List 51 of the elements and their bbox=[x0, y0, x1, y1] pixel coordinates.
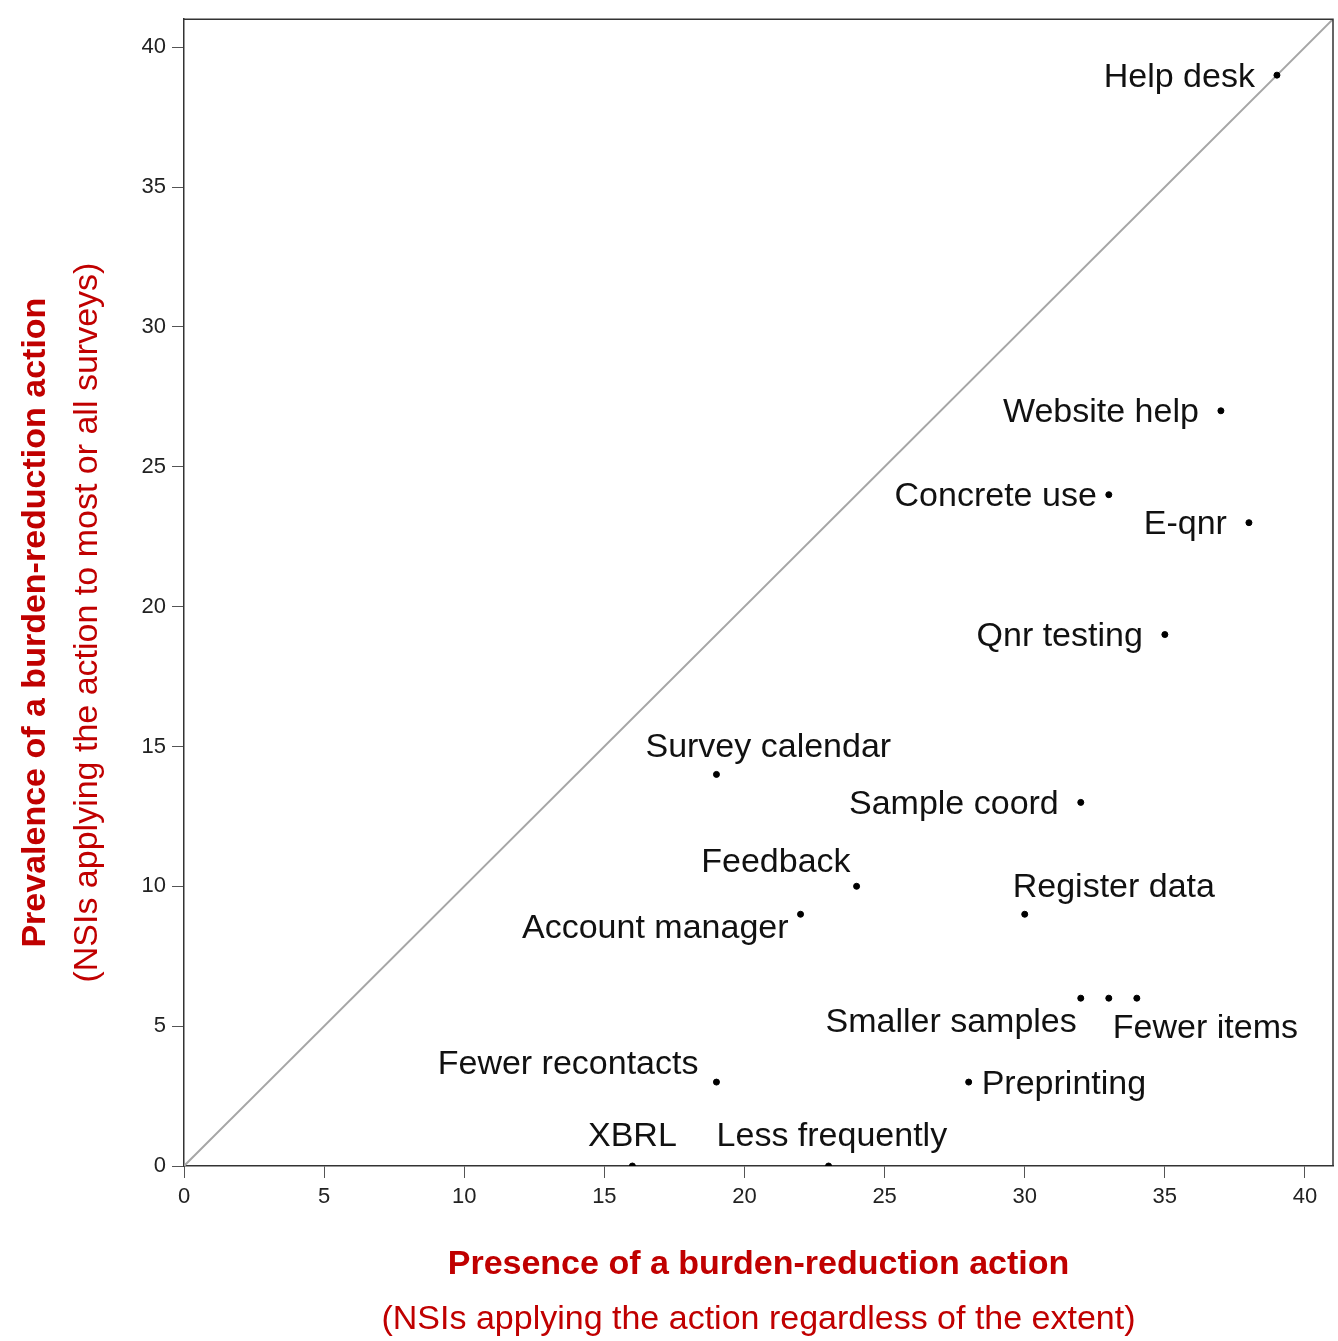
x-tick-label: 0 bbox=[177, 1183, 191, 1209]
point bbox=[712, 770, 720, 778]
annotation: Qnr testing bbox=[976, 614, 1143, 653]
x-axis-title: Presence of a burden-reduction action (NSIs applying the action regardless of the extent) bbox=[381, 1243, 1136, 1337]
annotation: Concrete use bbox=[894, 475, 1097, 514]
annotation: Account manager bbox=[522, 906, 789, 945]
y-tick-label: 35 bbox=[141, 173, 166, 199]
annotation: Website help bbox=[1002, 391, 1199, 430]
y-tick-label: 5 bbox=[153, 1012, 166, 1038]
x-tick-label: 10 bbox=[452, 1183, 477, 1209]
y-tick-label: 20 bbox=[141, 592, 166, 618]
annotation: Sample coord bbox=[849, 782, 1059, 821]
annotation: XBRL bbox=[587, 1115, 677, 1154]
y-tick-label: 30 bbox=[141, 312, 166, 338]
point bbox=[1105, 491, 1113, 499]
annotation: Less frequently bbox=[716, 1115, 948, 1154]
point bbox=[712, 1078, 720, 1086]
x-tick-label: 15 bbox=[592, 1183, 617, 1209]
annotation: Smaller samples bbox=[825, 1000, 1077, 1039]
x-tick-label: 5 bbox=[318, 1183, 331, 1209]
point bbox=[1105, 994, 1113, 1002]
point bbox=[1077, 994, 1085, 1002]
x-tick-label: 30 bbox=[1012, 1183, 1037, 1209]
y-tick-label: 25 bbox=[141, 452, 166, 478]
x-tick-label: 35 bbox=[1152, 1183, 1178, 1209]
y-axis-title: Prevalence of a burden-reduction action (NSIs applying the action to most or all surveys) bbox=[14, 262, 105, 983]
annotation: E-qnr bbox=[1143, 503, 1227, 542]
point bbox=[1217, 407, 1225, 415]
x-tick-label: 25 bbox=[872, 1183, 897, 1209]
point bbox=[965, 1078, 973, 1086]
annotation: Survey calendar bbox=[645, 725, 892, 764]
point bbox=[1077, 798, 1085, 806]
x-tick-label: 20 bbox=[732, 1183, 757, 1209]
y-tick-label: 15 bbox=[141, 732, 166, 758]
point bbox=[1021, 910, 1029, 918]
annotation: Fewer items bbox=[1112, 1006, 1298, 1045]
y-tick-label: 0 bbox=[153, 1152, 166, 1178]
y-tick-label: 40 bbox=[141, 33, 166, 59]
annotation: Feedback bbox=[701, 840, 852, 879]
point bbox=[853, 882, 861, 890]
annotation: Fewer recontacts bbox=[437, 1043, 699, 1082]
point bbox=[1245, 519, 1253, 527]
point bbox=[1161, 631, 1169, 639]
y-tick-label: 10 bbox=[141, 872, 166, 898]
point bbox=[1273, 71, 1281, 79]
annotation: Register data bbox=[1012, 865, 1216, 904]
annotation: Preprinting bbox=[981, 1063, 1147, 1102]
point bbox=[797, 910, 805, 918]
point bbox=[1133, 994, 1141, 1002]
annotation: Help desk bbox=[1103, 55, 1256, 94]
x-tick-label: 40 bbox=[1292, 1183, 1318, 1209]
